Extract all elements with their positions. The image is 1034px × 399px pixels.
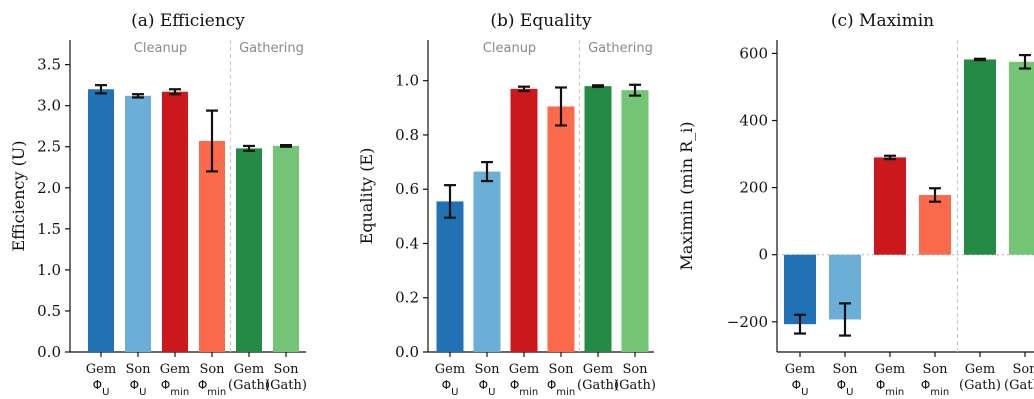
chart-title: (c) Maximin bbox=[831, 11, 934, 31]
y-tick-label: 1.5 bbox=[37, 220, 61, 238]
y-tick-label: 0.0 bbox=[37, 343, 61, 361]
x-tick-label: Gem bbox=[965, 362, 995, 377]
bar bbox=[125, 95, 151, 353]
x-tick-sublabel: Φmin bbox=[510, 378, 538, 398]
y-tick-label: 2.5 bbox=[37, 138, 61, 156]
bar bbox=[547, 106, 575, 352]
x-tick-label: Gem bbox=[86, 362, 116, 377]
bar bbox=[964, 59, 996, 255]
x-tick-label: Gem bbox=[875, 362, 905, 377]
x-tick-label: Gem bbox=[583, 362, 613, 377]
x-tick-sublabel: ΦU bbox=[93, 378, 110, 398]
y-tick-label: 0.5 bbox=[37, 302, 61, 320]
x-tick-sublabel: (Gath) bbox=[614, 378, 656, 393]
x-tick-label: Gem bbox=[509, 362, 539, 377]
x-tick-label: Gem bbox=[435, 362, 465, 377]
y-tick-label: 3.0 bbox=[37, 97, 61, 115]
x-tick-sublabel: Φmin bbox=[198, 378, 226, 398]
y-tick-label: 400 bbox=[739, 112, 768, 130]
x-tick-label: Gem bbox=[160, 362, 190, 377]
bar bbox=[1009, 61, 1034, 255]
y-tick-label: 0.0 bbox=[395, 343, 419, 361]
x-tick-label: Son bbox=[273, 362, 299, 377]
bar bbox=[473, 171, 501, 352]
y-tick-label: 0 bbox=[758, 246, 768, 264]
x-tick-sublabel: Φmin bbox=[876, 378, 904, 398]
x-tick-sublabel: Φmin bbox=[547, 378, 575, 398]
y-tick-label: 1.0 bbox=[395, 72, 419, 90]
x-tick-sublabel: (Gath) bbox=[959, 378, 1001, 393]
x-tick-label: Gem bbox=[785, 362, 815, 377]
x-tick-sublabel: Φmin bbox=[921, 378, 949, 398]
x-tick-label: Son bbox=[474, 362, 500, 377]
y-tick-label: 0.8 bbox=[395, 126, 419, 144]
x-tick-sublabel: (Gath) bbox=[265, 378, 307, 393]
y-axis-label: Maximin (min R_i) bbox=[677, 121, 696, 270]
bar bbox=[273, 145, 299, 352]
bar bbox=[436, 201, 464, 352]
x-tick-sublabel: Φmin bbox=[161, 378, 189, 398]
bar bbox=[784, 254, 816, 325]
y-axis-label: Efficiency (U) bbox=[9, 140, 28, 251]
group-label-gathering: Gathering bbox=[588, 41, 653, 56]
x-tick-label: Son bbox=[199, 362, 225, 377]
x-tick-sublabel: ΦU bbox=[837, 378, 854, 398]
x-tick-label: Son bbox=[548, 362, 574, 377]
bar bbox=[199, 140, 225, 352]
x-tick-label: Son bbox=[922, 362, 948, 377]
y-tick-label: 2.0 bbox=[37, 179, 61, 197]
x-tick-label: Son bbox=[125, 362, 151, 377]
y-tick-label: 3.5 bbox=[37, 56, 61, 74]
y-axis-label: Equality (E) bbox=[357, 148, 376, 245]
y-tick-label: 600 bbox=[739, 44, 768, 62]
y-tick-label: 1.0 bbox=[37, 261, 61, 279]
y-tick-label: 0.2 bbox=[395, 289, 419, 307]
bar bbox=[162, 91, 188, 352]
x-tick-label: Son bbox=[622, 362, 648, 377]
bar bbox=[510, 88, 538, 353]
x-tick-sublabel: (Gath) bbox=[228, 378, 270, 393]
bar bbox=[621, 90, 649, 352]
x-tick-label: Gem bbox=[234, 362, 264, 377]
x-tick-sublabel: ΦU bbox=[792, 378, 809, 398]
y-tick-label: −200 bbox=[727, 313, 768, 331]
y-tick-label: 200 bbox=[739, 179, 768, 197]
chart-title: (b) Equality bbox=[490, 11, 592, 31]
x-tick-sublabel: ΦU bbox=[479, 378, 496, 398]
bar bbox=[236, 148, 262, 352]
x-tick-label: Son bbox=[1012, 362, 1034, 377]
bar bbox=[584, 86, 612, 353]
bar bbox=[88, 89, 114, 353]
x-tick-sublabel: (Gath) bbox=[1004, 378, 1034, 393]
y-tick-label: 0.6 bbox=[395, 180, 419, 198]
x-tick-label: Son bbox=[832, 362, 858, 377]
y-tick-label: 0.4 bbox=[395, 234, 419, 252]
chart-title: (a) Efficiency bbox=[131, 11, 245, 31]
bar bbox=[874, 157, 906, 255]
x-tick-sublabel: ΦU bbox=[442, 378, 459, 398]
group-label-cleanup: Cleanup bbox=[134, 41, 187, 56]
bar bbox=[919, 194, 951, 255]
x-tick-sublabel: ΦU bbox=[130, 378, 147, 398]
group-label-cleanup: Cleanup bbox=[483, 41, 536, 56]
group-label-gathering: Gathering bbox=[239, 41, 304, 56]
x-tick-sublabel: (Gath) bbox=[577, 378, 619, 393]
